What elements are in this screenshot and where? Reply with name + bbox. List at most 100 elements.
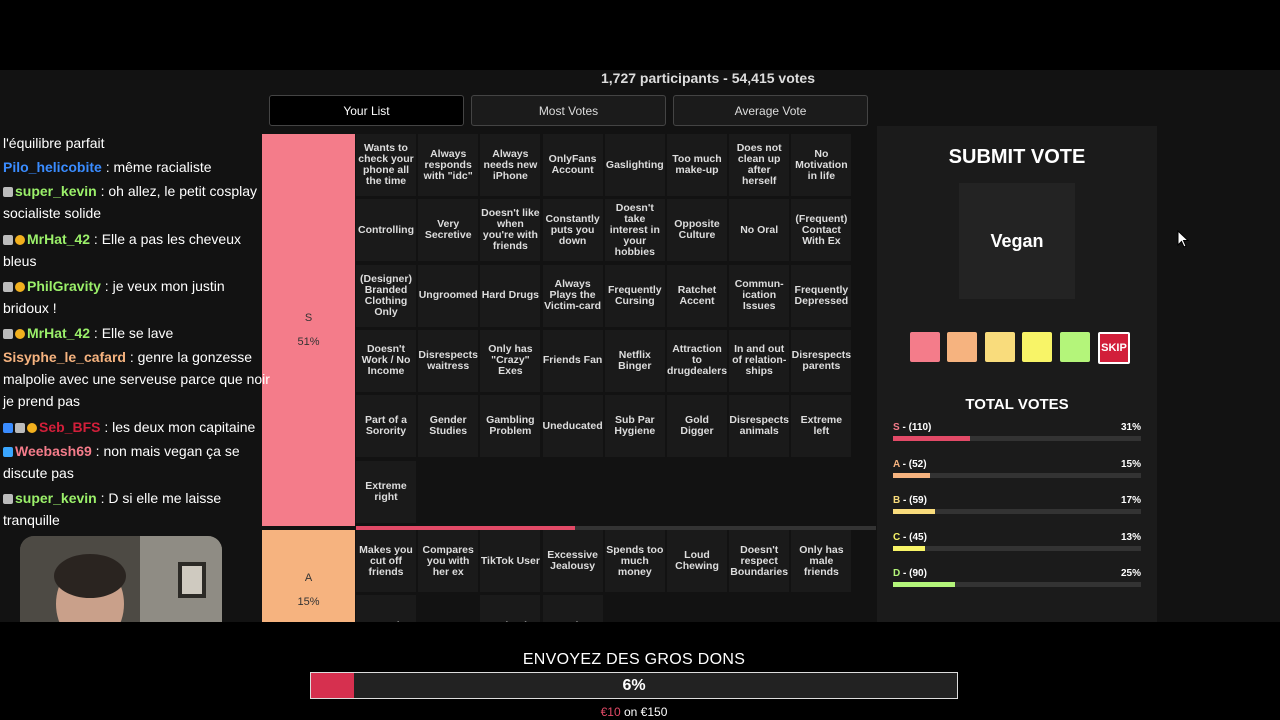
chat-message: l'équilibre parfait — [3, 132, 271, 154]
tier-item[interactable]: TikTok User — [480, 530, 541, 592]
tier-item[interactable]: Attraction to drugdealers — [667, 329, 727, 392]
total-bar-fill — [893, 436, 970, 441]
chat-text: : je veux mon justin bridoux ! — [3, 278, 225, 316]
tier-item[interactable]: OnlyFans Account — [542, 134, 603, 196]
tab-your-list[interactable]: Your List — [269, 95, 464, 126]
bits-badge-icon — [27, 423, 37, 433]
tier-item[interactable]: Opposite Culture — [667, 199, 727, 262]
tier-item[interactable]: Hard Drugs — [480, 264, 541, 327]
tier-scrollbar[interactable] — [356, 526, 876, 530]
tier-item[interactable]: (Designer) Branded Clothing Only — [356, 264, 416, 327]
sub-badge-icon — [3, 187, 13, 197]
total-letter: B — [893, 495, 901, 506]
tier-item[interactable]: Gold Digger — [667, 395, 727, 458]
tier-item[interactable]: Ratchet Accent — [667, 264, 727, 327]
chat-username[interactable]: PhilGravity — [27, 278, 101, 294]
tab-average-vote[interactable]: Average Vote — [673, 95, 868, 126]
total-row-b: B - (59) 17% — [893, 495, 1141, 517]
chat-text: : genre la gonzesse malpolie avec une se… — [3, 349, 270, 409]
tier-item[interactable]: Does not clean up after herself — [729, 134, 790, 196]
tier-item[interactable]: (Frequent) Contact With Ex — [791, 199, 852, 262]
tier-item[interactable]: Part of a Sorority — [356, 395, 416, 458]
tier-item[interactable]: Ungroomed — [418, 264, 479, 327]
tab-most-votes[interactable]: Most Votes — [471, 95, 666, 126]
tier-item[interactable]: Too much make-up — [667, 134, 727, 196]
tier-item[interactable]: Doesn't like when you're with friends — [480, 199, 541, 262]
chat-username[interactable]: MrHat_42 — [27, 231, 91, 247]
chat-username[interactable]: Sisyphe_le_cafard — [3, 349, 126, 365]
tier-item[interactable]: Friends Fan — [542, 329, 603, 392]
tier-item[interactable]: Doesn't take interest in your hobbies — [604, 199, 665, 262]
tier-item[interactable]: Astrology — [542, 595, 603, 622]
chat-text: : les deux mon capitaine — [100, 419, 256, 435]
tier-item[interactable]: Starbucks — [480, 595, 541, 622]
tier-item[interactable]: Frequently Depressed — [791, 264, 852, 327]
chat-username[interactable]: Seb_BFS — [39, 419, 101, 435]
tier-item[interactable]: Excessive — [356, 595, 416, 622]
vote-button-a[interactable] — [947, 332, 977, 362]
tier-letter: A — [304, 572, 313, 584]
total-bar-fill — [893, 509, 936, 514]
vote-button-d[interactable] — [1060, 332, 1090, 362]
tier-item[interactable]: Excessive Jealousy — [542, 530, 603, 592]
tier-item[interactable]: Extreme right — [356, 460, 416, 523]
tier-item[interactable]: Disrespects parents — [791, 329, 852, 392]
vote-button-c[interactable] — [1022, 332, 1052, 362]
total-letter: A — [893, 458, 900, 470]
total-bar-track — [893, 509, 1141, 514]
tier-item[interactable]: Gender Studies — [418, 395, 479, 458]
tier-item[interactable]: Loud Chewing — [667, 530, 727, 592]
total-label: D - (90) — [893, 568, 927, 579]
total-dash: - — [899, 422, 909, 433]
vote-button-b[interactable] — [985, 332, 1015, 362]
tier-scrollbar-thumb[interactable] — [356, 526, 575, 530]
chat-username[interactable]: super_kevin — [15, 183, 97, 199]
tier-item[interactable]: Very Secretive — [418, 199, 479, 262]
total-dash: - — [900, 531, 910, 543]
total-label: B - (59) — [893, 495, 927, 506]
tier-item[interactable]: Wants to check your phone all the time — [356, 134, 416, 196]
tier-item[interactable]: No Oral — [729, 199, 790, 262]
total-label: A - (52) — [893, 459, 927, 470]
tier-item[interactable]: Always needs new iPhone — [480, 134, 541, 196]
chat-overlay: l'équilibre parfait Pilo_helicobite : mêm… — [0, 132, 272, 532]
tier-item[interactable]: Uneducated — [542, 395, 603, 458]
chat-username[interactable]: MrHat_42 — [27, 325, 91, 341]
chat-text: : non mais vegan ça se discute pas — [3, 443, 240, 481]
chat-username[interactable]: Pilo_helicobite — [3, 159, 102, 175]
tier-item[interactable]: Doesn't Work / No Income — [356, 329, 416, 392]
tier-item[interactable]: Always responds with "idc" — [418, 134, 479, 196]
tier-item[interactable]: Extreme left — [791, 395, 852, 458]
donation-percent: 6% — [622, 677, 646, 694]
tier-percent: 51% — [297, 336, 320, 348]
tier-item[interactable]: Netflix Binger — [604, 329, 665, 392]
chat-username[interactable]: Weebash69 — [15, 443, 92, 459]
vote-button-s[interactable] — [910, 332, 940, 362]
total-bar-track — [893, 582, 1141, 587]
tier-item[interactable]: Disrespects waitress — [418, 329, 479, 392]
tier-item[interactable]: Gambling Problem — [480, 395, 541, 458]
skip-button[interactable]: SKIP — [1098, 332, 1130, 364]
tier-item[interactable]: Compares you with her ex — [418, 530, 479, 592]
tier-item[interactable]: Always Plays the Victim-card — [542, 264, 603, 327]
chat-username[interactable]: super_kevin — [15, 490, 97, 506]
tier-item[interactable]: Gaslighting — [604, 134, 665, 196]
tier-item[interactable]: Doesn't respect Boundaries — [729, 530, 790, 592]
total-bar-fill — [893, 582, 955, 587]
chat-message: PhilGravity : je veux mon justin bridoux… — [3, 275, 271, 319]
tier-item[interactable]: Disrespects animals — [729, 395, 790, 458]
tier-item[interactable]: Frequently Cursing — [604, 264, 665, 327]
tier-item[interactable]: Only has male friends — [791, 530, 852, 592]
tier-item[interactable]: Makes you cut off friends — [356, 530, 416, 592]
tier-item[interactable]: Commun- ication Issues — [729, 264, 790, 327]
tier-item[interactable]: Only has "Crazy" Exes — [480, 329, 541, 392]
tier-item[interactable]: Constantly puts you down — [542, 199, 603, 262]
tier-item[interactable]: No Motivation in life — [791, 134, 852, 196]
tier-item[interactable]: Spends too much money — [604, 530, 665, 592]
submit-vote-title: SUBMIT VOTE — [948, 146, 1086, 168]
donation-amount: €10 on €150 — [534, 705, 734, 719]
tier-item[interactable]: In and out of relation- ships — [729, 329, 790, 392]
total-count: (45) — [909, 531, 927, 543]
tier-item[interactable]: Controlling — [356, 199, 416, 262]
tier-item[interactable]: Sub Par Hygiene — [604, 395, 665, 458]
